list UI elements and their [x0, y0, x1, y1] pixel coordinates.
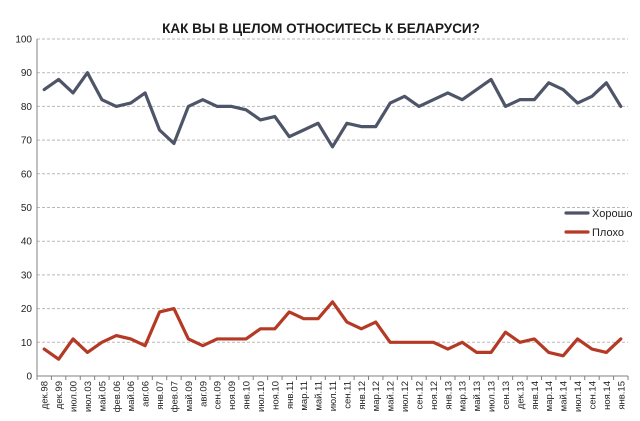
x-tick-label: янв.11 [285, 381, 296, 409]
legend-label: Хорошо [592, 208, 633, 220]
y-tick-label: 0 [26, 372, 32, 383]
x-tick-label: июл.14 [573, 381, 584, 412]
x-tick-label: мар.11 [299, 381, 310, 411]
x-tick-label: фев.06 [112, 381, 123, 412]
x-tick-label: мар.14 [544, 381, 555, 411]
x-tick-label: янв.13 [443, 381, 454, 410]
x-tick-label: сен.12 [414, 381, 425, 410]
x-tick-label: янв.07 [155, 381, 166, 410]
x-tick-label: июл.13 [487, 381, 498, 412]
y-tick-label: 90 [21, 68, 33, 79]
x-tick-label: янв.15 [616, 381, 627, 410]
x-tick-label: авг.06 [141, 381, 152, 407]
y-tick-label: 20 [21, 304, 33, 315]
x-tick-label: дек.13 [515, 381, 526, 409]
x-tick-label: мар.13 [458, 381, 469, 411]
x-tick-label: май.14 [559, 381, 570, 411]
x-tick-label: авг.09 [198, 381, 209, 407]
y-tick-label: 30 [21, 270, 33, 281]
series-line-0 [42, 71, 623, 149]
legend-label: Плохо [592, 227, 624, 239]
x-tick-label: май.11 [314, 381, 325, 411]
x-tick-label: сен.11 [342, 381, 353, 409]
grid-lines [36, 38, 628, 377]
x-tick-label: июл.12 [400, 381, 411, 412]
chart-title: КАК ВЫ В ЦЕЛОМ ОТНОСИТЕСЬ К БЕЛАРУСИ? [162, 21, 480, 36]
x-axis-ticks: дек.98 дек.99 июл.00 июл.03 май.05 фев.06 май.… [36, 376, 629, 412]
y-tick-label: 70 [21, 136, 33, 147]
y-tick-label: 80 [21, 102, 33, 113]
x-tick-label: фев.07 [169, 381, 180, 412]
series-line-1 [42, 300, 623, 361]
y-axis-ticks: 0 10 20 30 40 50 60 70 80 90 100 [15, 35, 32, 383]
x-tick-label: май.13 [472, 381, 483, 411]
y-tick-label: 50 [21, 203, 33, 214]
x-tick-label: ноя.12 [429, 381, 440, 410]
x-tick-label: май.09 [184, 381, 195, 411]
x-tick-label: ноя.09 [227, 381, 238, 410]
x-tick-label: янв.12 [357, 381, 368, 410]
x-tick-label: май.12 [386, 381, 397, 411]
x-tick-label: ноя.10 [270, 381, 281, 410]
x-tick-label: янв.14 [530, 381, 541, 410]
x-tick-label: июл.11 [328, 381, 339, 411]
y-tick-label: 40 [21, 237, 33, 248]
x-tick-label: июл.03 [83, 381, 94, 412]
series-lines [42, 71, 623, 361]
x-tick-label: сен.09 [213, 381, 224, 410]
x-tick-label: дек.99 [54, 381, 65, 409]
x-tick-label: дек.98 [40, 381, 51, 409]
y-tick-label: 60 [21, 169, 33, 180]
x-tick-label: май.05 [97, 381, 108, 411]
x-tick-label: июл.00 [69, 381, 80, 412]
x-tick-label: июл.10 [256, 381, 267, 412]
x-tick-label: май.06 [126, 381, 137, 411]
x-tick-label: сен.14 [587, 381, 598, 410]
y-tick-label: 10 [21, 338, 33, 349]
legend: Хорошо Плохо [564, 208, 633, 239]
x-tick-label: мар.12 [371, 381, 382, 411]
y-tick-label: 100 [15, 35, 32, 46]
x-tick-label: ноя.14 [602, 381, 613, 410]
x-tick-label: янв.10 [242, 381, 253, 410]
x-tick-label: сен.13 [501, 381, 512, 410]
